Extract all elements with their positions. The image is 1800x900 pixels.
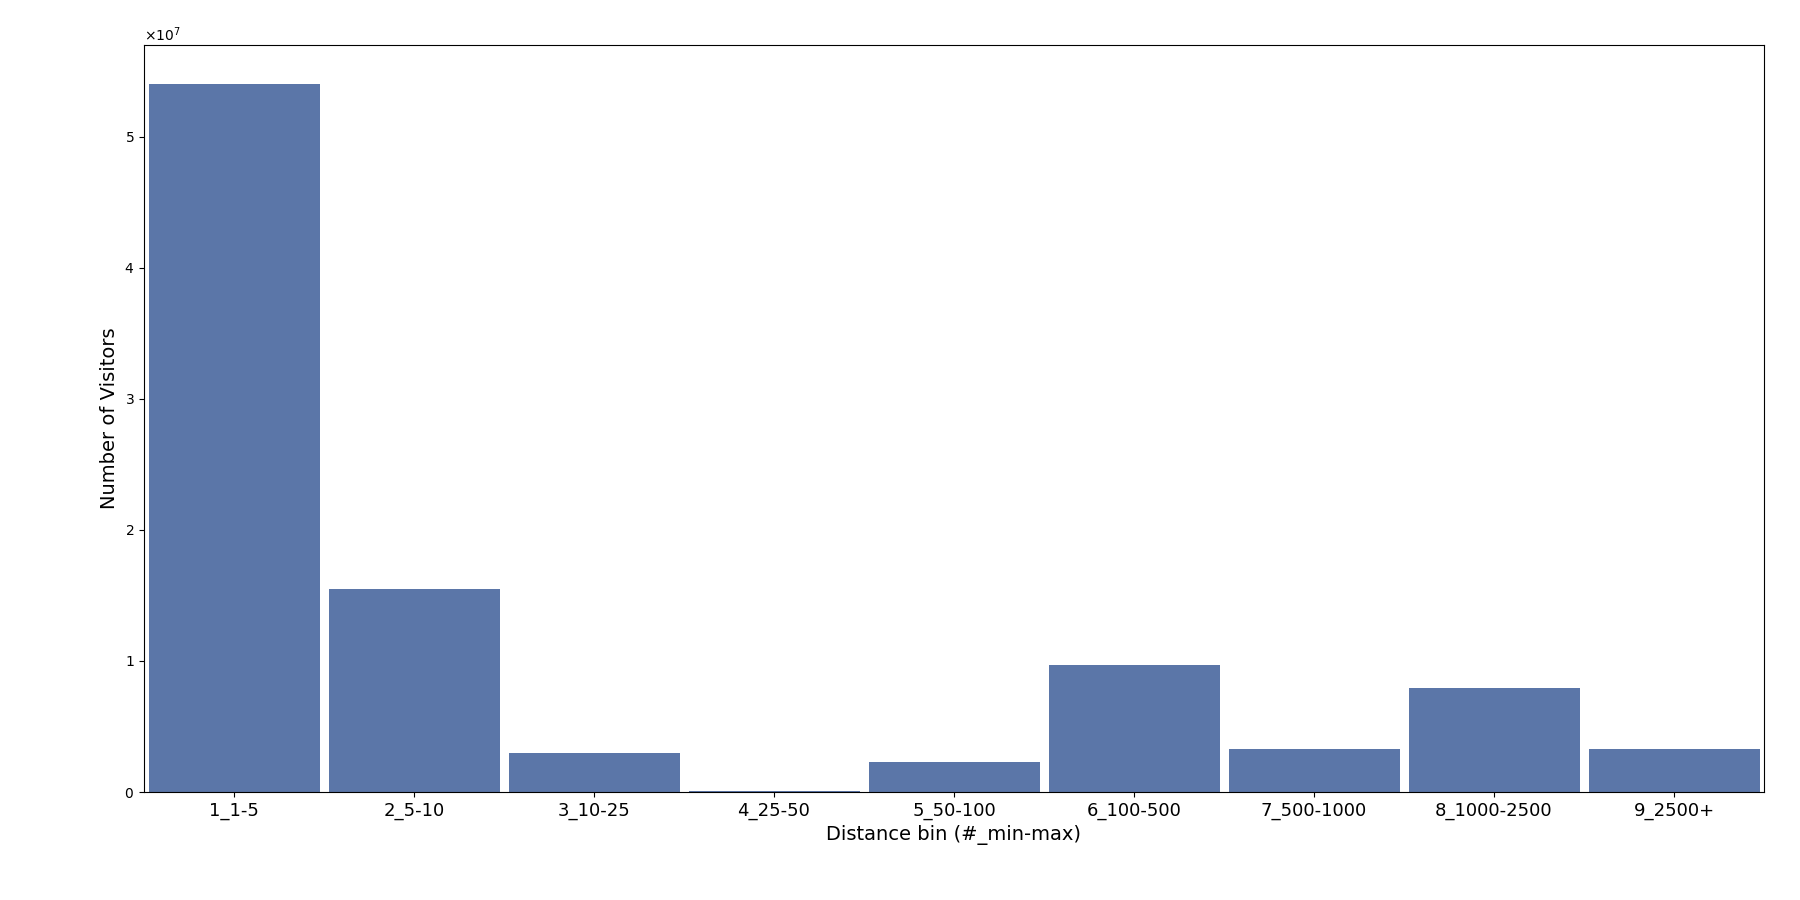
Bar	[328, 589, 500, 792]
Bar	[148, 85, 320, 792]
Bar	[508, 752, 680, 792]
X-axis label: Distance bin (#_min-max): Distance bin (#_min-max)	[826, 825, 1082, 845]
Bar	[1408, 688, 1580, 792]
Bar	[1588, 749, 1760, 792]
Bar	[1048, 665, 1220, 792]
Y-axis label: Number of Visitors: Number of Visitors	[99, 328, 119, 509]
Bar	[688, 791, 860, 792]
Bar	[868, 762, 1040, 792]
Bar	[1228, 749, 1400, 792]
